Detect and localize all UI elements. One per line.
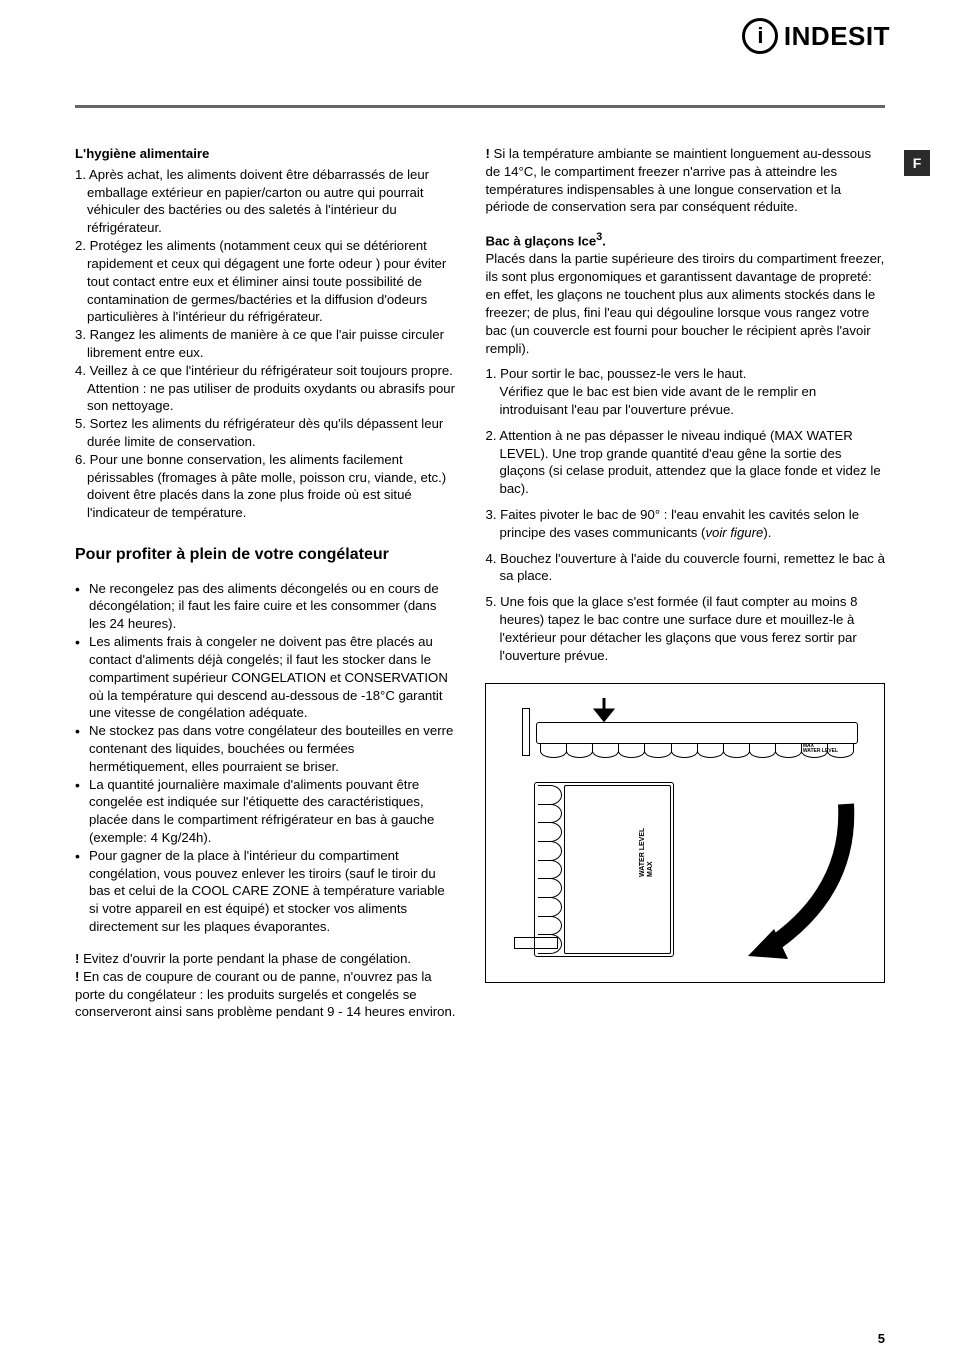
warning-1: ! Evitez d'ouvrir la porte pendant la ph… bbox=[75, 950, 455, 968]
logo-i-text: i bbox=[757, 23, 762, 49]
hygiene-item-6: 6. Pour une bonne conservation, les alim… bbox=[75, 451, 455, 522]
logo-wordmark: INDESIT bbox=[784, 21, 890, 52]
tray-handle bbox=[522, 708, 530, 756]
page-content: L'hygiène alimentaire 1. Après achat, le… bbox=[75, 145, 885, 1021]
max-water-label-h: MAXWATER LEVEL bbox=[803, 744, 838, 754]
hygiene-item-2: 2. Protégez les aliments (notamment ceux… bbox=[75, 237, 455, 326]
ice-step-1: 1. Pour sortir le bac, poussez-le vers l… bbox=[485, 365, 885, 383]
ice-step-3: 3. Faites pivoter le bac de 90° : l'eau … bbox=[485, 506, 885, 542]
right-column: ! Si la température ambiante se maintien… bbox=[485, 145, 885, 1021]
ice-step-3-text: 3. Faites pivoter le bac de 90° : l'eau … bbox=[485, 507, 859, 540]
warning-top: ! Si la température ambiante se maintien… bbox=[485, 145, 885, 216]
ice-heading-text: Bac à glaçons Ice bbox=[485, 234, 596, 249]
tray-handle-bottom bbox=[514, 937, 558, 949]
ice-step-2: 2. Attention à ne pas dépasser le niveau… bbox=[485, 427, 885, 498]
ice-steps: 1. Pour sortir le bac, poussez-le vers l… bbox=[485, 365, 885, 664]
freezer-bullet-2: Les aliments frais à congeler ne doivent… bbox=[75, 633, 455, 722]
warning-2: ! En cas de coupure de courant ou de pan… bbox=[75, 968, 455, 1021]
arrow-curve-icon bbox=[726, 794, 856, 964]
warn-icon: ! bbox=[485, 146, 493, 161]
logo-symbol: i bbox=[742, 18, 778, 54]
language-tab: F bbox=[904, 150, 930, 176]
ice-step-5: 5. Une fois que la glace s'est formée (i… bbox=[485, 593, 885, 664]
tray-rotated-view: WATER LEVELMAX bbox=[504, 782, 744, 962]
hygiene-heading: L'hygiène alimentaire bbox=[75, 145, 455, 163]
tray-outline bbox=[536, 722, 858, 744]
hygiene-item-1: 1. Après achat, les aliments doivent êtr… bbox=[75, 166, 455, 237]
ice-tray-figure: MAXWATER LEVEL WATER LEVELMAX bbox=[485, 683, 885, 983]
freezer-heading: Pour profiter à plein de votre congélate… bbox=[75, 544, 455, 566]
freezer-bullet-5: Pour gagner de la place à l'intérieur du… bbox=[75, 847, 455, 936]
horizontal-divider bbox=[75, 105, 885, 108]
warn-1-text: Evitez d'ouvrir la porte pendant la phas… bbox=[83, 951, 411, 966]
hygiene-item-4: 4. Veillez à ce que l'intérieur du réfri… bbox=[75, 362, 455, 415]
max-water-label-v: WATER LEVELMAX bbox=[639, 827, 654, 876]
ice-step-4: 4. Bouchez l'ouverture à l'aide du couve… bbox=[485, 550, 885, 586]
left-column: L'hygiène alimentaire 1. Après achat, le… bbox=[75, 145, 455, 1021]
warn-2-text: En cas de coupure de courant ou de panne… bbox=[75, 969, 455, 1020]
warn-icon: ! bbox=[75, 951, 83, 966]
ice-tray-heading: Bac à glaçons Ice3. bbox=[485, 230, 885, 250]
warn-top-text: Si la température ambiante se maintient … bbox=[485, 146, 871, 214]
ice-tray-paragraph: Placés dans la partie supérieure des tir… bbox=[485, 250, 885, 357]
hygiene-item-5: 5. Sortez les aliments du réfrigérateur … bbox=[75, 415, 455, 451]
hygiene-item-3: 3. Rangez les aliments de manière à ce q… bbox=[75, 326, 455, 362]
freezer-bullet-1: Ne recongelez pas des aliments décongelé… bbox=[75, 580, 455, 633]
tray-bumps-vertical bbox=[538, 786, 562, 954]
brand-logo: i INDESIT bbox=[742, 18, 890, 54]
ice-step-3-italic: voir figure bbox=[705, 525, 763, 540]
freezer-bullets: Ne recongelez pas des aliments décongelé… bbox=[75, 580, 455, 936]
tray-vertical-inner bbox=[564, 785, 671, 954]
ice-step-3-post: ). bbox=[763, 525, 771, 540]
freezer-bullet-4: La quantité journalière maximale d'alime… bbox=[75, 776, 455, 847]
ice-heading-dot: . bbox=[602, 234, 606, 249]
ice-step-1-sub: Vérifiez que le bac est bien vide avant … bbox=[485, 383, 885, 419]
freezer-bullet-3: Ne stockez pas dans votre congélateur de… bbox=[75, 722, 455, 775]
page-number: 5 bbox=[878, 1331, 885, 1346]
warn-icon: ! bbox=[75, 969, 83, 984]
tray-top-view: MAXWATER LEVEL bbox=[504, 702, 866, 758]
